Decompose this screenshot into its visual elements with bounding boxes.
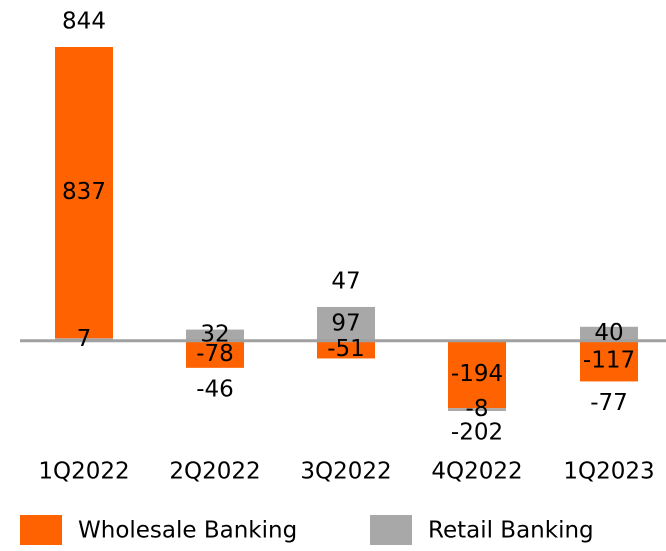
data-label: -117 <box>583 348 635 374</box>
legend-swatch <box>20 515 62 545</box>
bar <box>186 340 244 368</box>
data-label: 837 <box>62 179 106 205</box>
legend-swatch <box>370 515 412 545</box>
data-label: -51 <box>327 336 365 362</box>
bar <box>317 306 375 341</box>
bar <box>580 340 638 382</box>
total-label: 47 <box>331 268 360 294</box>
x-tick-label: 2Q2022 <box>169 459 260 485</box>
total-label: -77 <box>590 390 628 416</box>
data-label: 97 <box>331 310 360 336</box>
x-tick-label: 4Q2022 <box>431 459 522 485</box>
x-tick-label: 3Q2022 <box>300 459 391 485</box>
total-label: -46 <box>196 376 234 402</box>
bar <box>186 329 244 341</box>
bar <box>448 340 506 409</box>
data-label: 7 <box>77 326 92 352</box>
data-label: -8 <box>466 396 489 422</box>
total-label: 844 <box>62 9 106 35</box>
data-label: -194 <box>451 361 503 387</box>
total-label: -202 <box>451 420 503 446</box>
bar <box>448 408 506 411</box>
bar <box>55 47 113 339</box>
legend-label: Retail Banking <box>428 518 594 544</box>
legend-label: Wholesale Banking <box>78 518 297 544</box>
data-label: 40 <box>594 320 623 346</box>
x-tick-label: 1Q2022 <box>38 459 129 485</box>
bar <box>317 340 375 359</box>
bar <box>580 326 638 341</box>
x-tick-label: 1Q2023 <box>563 459 654 485</box>
data-label: -78 <box>196 341 234 367</box>
data-label: 32 <box>200 322 229 348</box>
